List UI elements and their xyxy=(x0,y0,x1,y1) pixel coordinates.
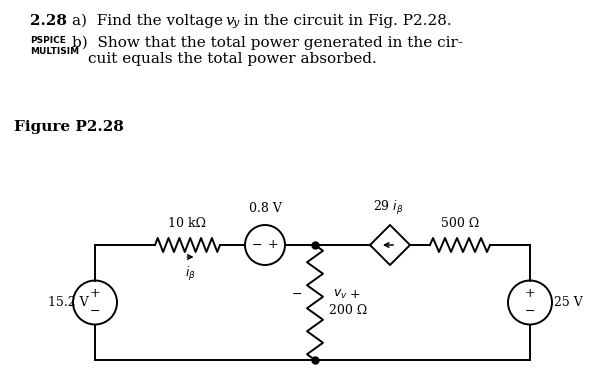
Text: 500 Ω: 500 Ω xyxy=(441,217,479,230)
Text: 200 Ω: 200 Ω xyxy=(329,304,367,317)
Text: +: + xyxy=(90,287,100,300)
Text: y: y xyxy=(232,18,239,28)
Text: MULTISIM: MULTISIM xyxy=(30,47,79,56)
Text: 0.8 V: 0.8 V xyxy=(248,202,282,215)
Text: $v_v$: $v_v$ xyxy=(333,288,347,301)
Text: +: + xyxy=(524,287,535,300)
Text: b)  Show that the total power generated in the cir-: b) Show that the total power generated i… xyxy=(72,36,463,50)
Text: 25 V: 25 V xyxy=(554,296,583,309)
Text: 2.28: 2.28 xyxy=(30,14,67,28)
Text: $i_{\beta}$: $i_{\beta}$ xyxy=(185,265,196,283)
Text: v: v xyxy=(225,14,234,28)
Text: 15.2 V: 15.2 V xyxy=(49,296,89,309)
Text: Figure P2.28: Figure P2.28 xyxy=(14,120,124,134)
Text: −: − xyxy=(524,305,535,318)
Text: a)  Find the voltage: a) Find the voltage xyxy=(72,14,228,28)
Text: −: − xyxy=(90,305,100,318)
Text: +: + xyxy=(350,288,361,301)
Text: +: + xyxy=(268,238,279,252)
Text: −: − xyxy=(292,288,302,301)
Text: 10 kΩ: 10 kΩ xyxy=(169,217,206,230)
Text: 29 $i_{\beta}$: 29 $i_{\beta}$ xyxy=(373,199,403,217)
Text: PSPICE: PSPICE xyxy=(30,36,66,45)
Text: in the circuit in Fig. P2.28.: in the circuit in Fig. P2.28. xyxy=(239,14,452,28)
Text: cuit equals the total power absorbed.: cuit equals the total power absorbed. xyxy=(88,52,377,66)
Text: −: − xyxy=(252,238,262,252)
